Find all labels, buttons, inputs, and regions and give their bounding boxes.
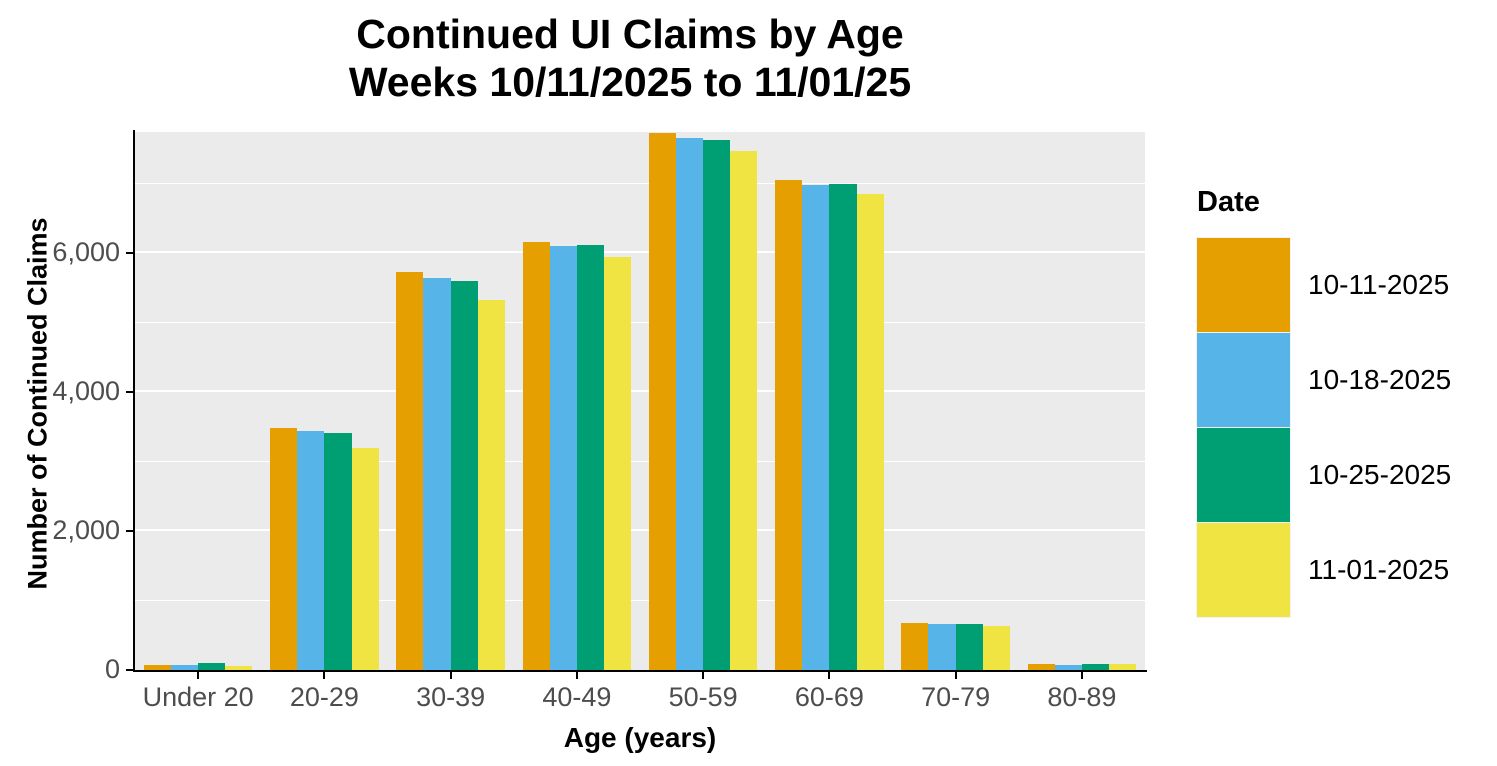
y-tick-label: 6,000 (52, 237, 120, 268)
bar-11-01-2025-70-79 (982, 625, 1010, 670)
y-tick-label: 0 (104, 654, 120, 684)
bar-11-01-2025-80-89 (1109, 664, 1137, 670)
bar-group-60-69 (766, 132, 892, 670)
bar-10-25-2025-50-59 (703, 140, 731, 670)
y-tick-label: 2,000 (52, 515, 120, 546)
y-tick-label: 4,000 (52, 376, 120, 407)
chart-title-line1: Continued UI Claims by Age (356, 11, 904, 57)
bar-11-01-2025-30-39 (477, 300, 505, 670)
legend-label: 11-01-2025 (1308, 553, 1450, 585)
gridline-1000 (135, 599, 1145, 601)
bar-10-18-2025-50-59 (675, 138, 704, 670)
bar-10-25-2025-80-89 (1081, 663, 1110, 670)
x-tick-label: 20-29 (289, 682, 359, 712)
legend-title: Date (1197, 186, 1260, 218)
legend-entry-10-18-2025: 10-18-2025 (1197, 332, 1451, 427)
bar-10-18-2025-70-79 (928, 623, 956, 670)
plot-panel (135, 132, 1145, 670)
bar-group-40-49 (514, 132, 640, 670)
bar-10-11-2025-20-29 (270, 427, 298, 670)
x-tick-label: 60-69 (794, 682, 864, 712)
bar-11-01-2025-40-49 (604, 256, 632, 670)
legend-swatch-10-18-2025 (1197, 332, 1290, 427)
bar-10-18-2025-30-39 (423, 277, 451, 670)
bar-11-01-2025-60-69 (856, 193, 884, 670)
x-axis-ticks (135, 670, 1145, 679)
bar-10-25-2025-20-29 (324, 433, 352, 670)
bar-10-18-2025-20-29 (297, 431, 325, 670)
gridline-6000 (135, 251, 1145, 254)
bar-11-01-2025-20-29 (351, 447, 379, 670)
bar-10-25-2025-40-49 (576, 245, 605, 670)
legend-swatch-10-25-2025 (1197, 427, 1290, 522)
x-tick-label: 70-79 (921, 682, 991, 712)
bar-10-11-2025-30-39 (396, 272, 424, 670)
legend-label: 10-18-2025 (1308, 363, 1452, 395)
y-tick-mark (126, 391, 133, 394)
bar-10-25-2025-70-79 (955, 623, 983, 670)
gridline-3000 (135, 460, 1145, 462)
x-tick-mark (575, 672, 578, 679)
bar-group-under-20 (135, 132, 261, 670)
bar-10-18-2025-60-69 (802, 184, 830, 670)
x-tick-label: 50-59 (668, 682, 738, 712)
x-tick-mark (197, 672, 200, 679)
y-tick-mark (126, 530, 133, 533)
y-axis-line (133, 130, 135, 670)
x-tick-mark (954, 672, 957, 679)
legend-swatch-11-01-2025 (1197, 522, 1290, 617)
bar-group-80-89 (1019, 132, 1145, 670)
legend-label: 10-11-2025 (1308, 268, 1450, 300)
legend-entry-10-11-2025: 10-11-2025 (1197, 237, 1451, 332)
bar-10-25-2025-60-69 (829, 184, 857, 670)
legend-entry-10-25-2025: 10-25-2025 (1197, 427, 1451, 522)
legend-entry-11-01-2025: 11-01-2025 (1197, 522, 1451, 617)
x-tick-label: 30-39 (416, 682, 486, 712)
bar-10-11-2025-50-59 (648, 133, 676, 670)
x-axis-title: Age (years) (563, 722, 717, 753)
x-tick-label: Under 20 (142, 682, 254, 712)
gridline-5000 (135, 321, 1145, 323)
x-tick-mark (449, 672, 452, 679)
bar-10-18-2025-40-49 (549, 245, 577, 670)
bar-10-11-2025-60-69 (775, 179, 803, 670)
x-tick-mark (1080, 672, 1083, 679)
x-axis-line (133, 670, 1147, 672)
bar-10-18-2025-under-20 (170, 665, 199, 670)
chart-title: Continued UI Claims by Age Weeks 10/11/2… (0, 10, 1260, 106)
x-tick-mark (702, 672, 705, 679)
bar-group-30-39 (388, 132, 514, 670)
x-tick-mark (828, 672, 831, 679)
legend: Date 10-11-2025 10-18-2025 10-25-2025 11-01… (1197, 186, 1451, 617)
bar-11-01-2025-under-20 (225, 665, 253, 670)
gridline-7000 (135, 183, 1145, 185)
y-tick-mark (126, 669, 133, 671)
bar-10-11-2025-80-89 (1027, 664, 1055, 670)
bar-group-20-29 (261, 132, 387, 670)
bar-10-11-2025-70-79 (901, 622, 929, 670)
chart-title-line2: Weeks 10/11/2025 to 11/01/25 (348, 59, 912, 105)
bar-10-18-2025-80-89 (1054, 664, 1082, 670)
bar-10-11-2025-40-49 (522, 242, 550, 670)
bar-10-11-2025-under-20 (143, 664, 171, 670)
x-tick-label: 40-49 (542, 682, 612, 712)
bar-10-25-2025-under-20 (198, 663, 226, 670)
legend-label: 10-25-2025 (1308, 458, 1452, 490)
gridline-2000 (135, 529, 1145, 532)
legend-swatch-10-11-2025 (1197, 237, 1290, 332)
x-tick-label: 80-89 (1047, 682, 1117, 712)
y-tick-mark (126, 252, 133, 255)
bar-group-50-59 (640, 132, 766, 670)
bar-group-70-79 (893, 132, 1019, 670)
legend-entries: 10-11-2025 10-18-2025 10-25-2025 11-01-2025 (1197, 237, 1451, 617)
bar-11-01-2025-50-59 (730, 150, 758, 670)
gridline-4000 (135, 390, 1145, 393)
bar-10-25-2025-30-39 (450, 281, 478, 670)
x-tick-mark (323, 672, 326, 679)
